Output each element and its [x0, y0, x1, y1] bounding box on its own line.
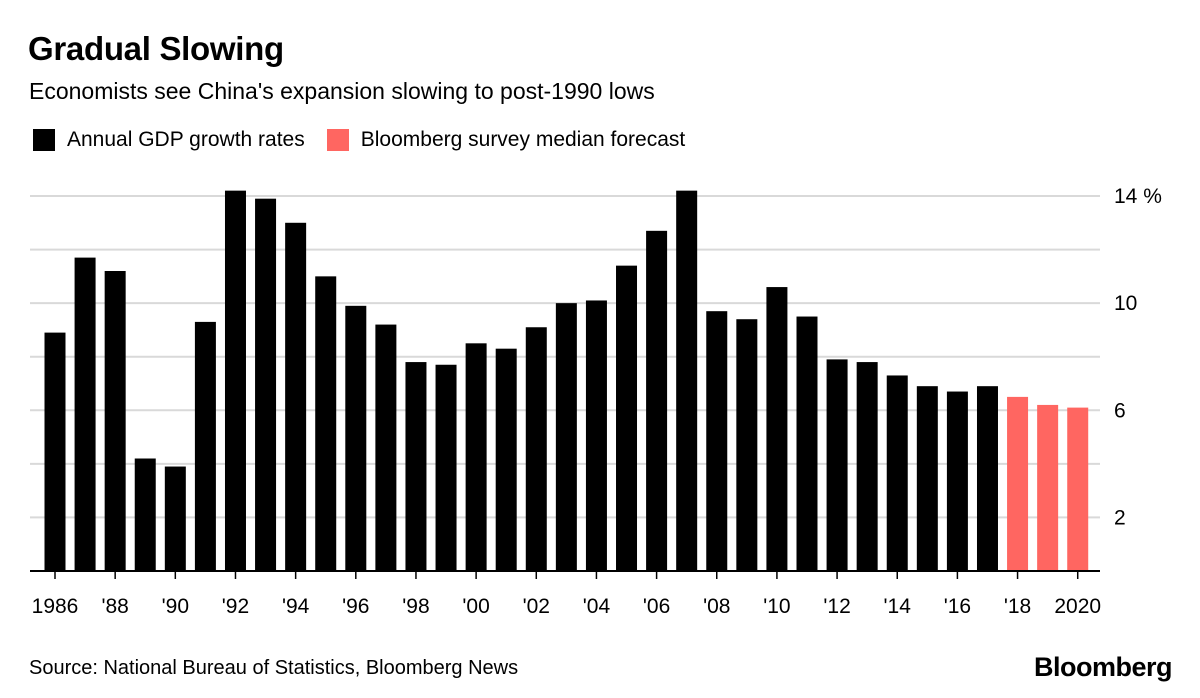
y-tick-label: 10: [1114, 292, 1137, 315]
bar-actual: [375, 324, 397, 571]
bar-actual: [525, 327, 547, 571]
bar-actual: [345, 305, 367, 571]
legend-swatch-forecast: [326, 129, 349, 151]
bar-forecast: [1067, 407, 1089, 571]
bar-actual: [555, 303, 577, 571]
x-tick-label: '04: [583, 595, 611, 618]
x-tick-label: '16: [944, 595, 971, 618]
brand-logo: Bloomberg: [1033, 652, 1173, 682]
bar-actual: [766, 287, 788, 571]
bar-actual: [104, 271, 126, 571]
y-tick-label: 2: [1114, 506, 1126, 529]
x-tick-label: '98: [402, 595, 429, 618]
legend-swatch-actual: [33, 129, 55, 151]
bar-actual: [74, 257, 96, 571]
bar-forecast: [1037, 404, 1059, 571]
y-tick-label: 6: [1114, 399, 1126, 422]
legend: Annual GDP growth rates Bloomberg survey…: [33, 128, 707, 152]
bar-actual: [134, 458, 156, 571]
source-note: Source: National Bureau of Statistics, B…: [29, 657, 519, 679]
x-tick-label: '08: [703, 595, 730, 618]
bar-actual: [916, 386, 938, 571]
bar-actual: [646, 230, 668, 572]
bar-actual: [585, 300, 607, 571]
x-tick-label: '02: [523, 595, 550, 618]
x-tick-label: '06: [643, 595, 670, 618]
x-tick-label: '90: [162, 595, 189, 618]
x-tick-label: '94: [282, 595, 310, 618]
bar-actual: [856, 362, 878, 571]
chart-subtitle: Economists see China's expansion slowing…: [29, 78, 655, 104]
x-tick-label: '96: [342, 595, 369, 618]
x-tick-label: '10: [763, 595, 790, 618]
bar-actual: [44, 332, 66, 571]
bar-actual: [796, 316, 818, 571]
x-tick-label: '00: [462, 595, 489, 618]
x-tick-label: '18: [1004, 595, 1031, 618]
bar-actual: [706, 311, 728, 571]
bar-actual: [164, 466, 186, 571]
bar-actual: [285, 222, 307, 572]
x-tick-label: '14: [884, 595, 912, 618]
bar-actual: [886, 375, 908, 571]
legend-item-forecast: Bloomberg survey median forecast: [326, 128, 686, 152]
bar-actual: [495, 348, 517, 571]
legend-label-forecast: Bloomberg survey median forecast: [360, 128, 686, 151]
bar-actual: [736, 319, 758, 571]
x-tick-label: 1986: [32, 595, 79, 618]
x-tick-label: 2020: [1054, 595, 1101, 618]
bar-actual: [224, 190, 246, 571]
legend-item-actual: Annual GDP growth rates: [33, 128, 305, 152]
bar-actual: [826, 359, 848, 571]
x-tick-label: '88: [101, 595, 128, 618]
bar-actual: [946, 391, 968, 571]
chart-title: Gradual Slowing: [28, 30, 284, 67]
bar-actual: [315, 276, 337, 571]
bar-forecast: [1007, 396, 1029, 571]
bar-actual: [255, 198, 277, 571]
bar-actual: [405, 362, 427, 571]
bar-actual: [676, 190, 698, 571]
x-tick-label: '12: [823, 595, 850, 618]
bar-actual: [465, 343, 487, 571]
bar-actual: [616, 265, 638, 571]
legend-label-actual: Annual GDP growth rates: [67, 128, 305, 151]
bar-actual: [194, 321, 216, 571]
bar-actual: [976, 386, 998, 571]
x-tick-label: '92: [222, 595, 249, 618]
bar-actual: [435, 364, 457, 571]
y-tick-label: 14 %: [1114, 185, 1162, 208]
